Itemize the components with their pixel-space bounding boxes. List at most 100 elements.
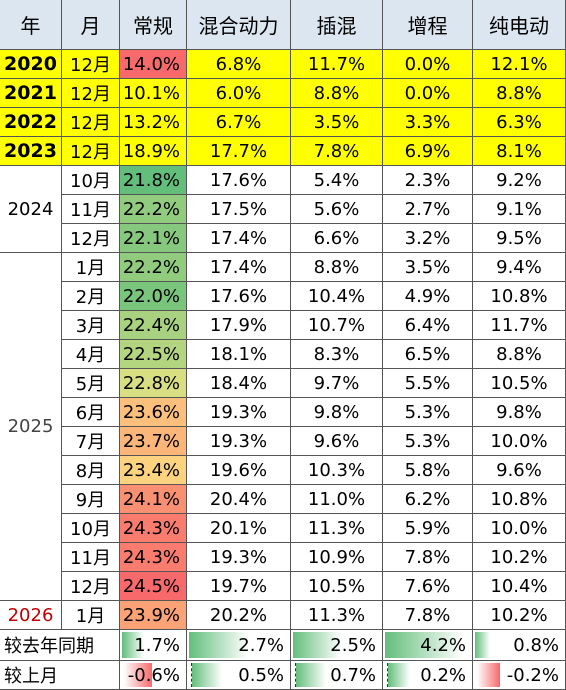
data-bar [477, 663, 501, 687]
share-value: 19.7% [187, 572, 291, 601]
column-header: 混合动力 [187, 0, 291, 50]
share-value: 11.7% [473, 311, 566, 340]
month-cell: 12月 [62, 108, 120, 137]
conventional-value: 23.9% [120, 601, 187, 630]
column-header: 纯电动 [473, 0, 566, 50]
month-cell: 12月 [62, 572, 120, 601]
share-value: 6.0% [187, 79, 291, 108]
share-value: 10.4% [291, 282, 383, 311]
share-value: 6.3% [473, 108, 566, 137]
conventional-value: 22.8% [120, 369, 187, 398]
data-bar [293, 632, 341, 658]
share-value: 20.1% [187, 514, 291, 543]
diff-value: 0.2% [383, 661, 473, 690]
share-value: 2.7% [383, 195, 473, 224]
diff-value: 2.5% [291, 630, 383, 661]
year-cell: 2020 [0, 50, 62, 79]
conventional-value: 14.0% [120, 50, 187, 79]
share-value: 11.3% [291, 514, 383, 543]
diff-value-text: -0.2% [506, 664, 559, 686]
share-value: 5.3% [383, 427, 473, 456]
diff-value-text: 0.8% [513, 634, 559, 656]
diff-value-text: 0.5% [238, 664, 284, 686]
share-value: 10.8% [473, 282, 566, 311]
year-cell: 2021 [0, 79, 62, 108]
month-cell: 3月 [62, 311, 120, 340]
month-cell: 1月 [62, 253, 120, 282]
share-value: 11.7% [291, 50, 383, 79]
share-value: 4.9% [383, 282, 473, 311]
share-value: 19.3% [187, 398, 291, 427]
conventional-value: 23.7% [120, 427, 187, 456]
share-value: 10.4% [473, 572, 566, 601]
column-header: 插混 [291, 0, 383, 50]
share-value: 19.3% [187, 427, 291, 456]
conventional-value: 10.1% [120, 79, 187, 108]
month-cell: 10月 [62, 514, 120, 543]
month-cell: 6月 [62, 398, 120, 427]
month-cell: 11月 [62, 195, 120, 224]
share-value: 10.2% [473, 601, 566, 630]
share-value: 12.1% [473, 50, 566, 79]
share-value: 17.6% [187, 282, 291, 311]
share-value: 6.2% [383, 485, 473, 514]
share-value: 10.2% [473, 543, 566, 572]
diff-value-text: 2.5% [330, 634, 376, 656]
diff-value-text: 1.7% [134, 634, 180, 656]
share-value: 10.0% [473, 514, 566, 543]
share-value: 9.6% [291, 427, 383, 456]
year-cell: 2025 [0, 253, 62, 601]
month-cell: 12月 [62, 79, 120, 108]
month-cell: 4月 [62, 340, 120, 369]
data-bar [122, 632, 145, 658]
share-value: 8.8% [291, 79, 383, 108]
year-cell: 2023 [0, 137, 62, 166]
conventional-value: 22.5% [120, 340, 187, 369]
share-value: 8.8% [473, 340, 566, 369]
share-value: 5.9% [383, 514, 473, 543]
share-value: 10.3% [291, 456, 383, 485]
conventional-value: 18.9% [120, 137, 187, 166]
share-value: 17.6% [187, 166, 291, 195]
share-value: 6.4% [383, 311, 473, 340]
conventional-value: 21.8% [120, 166, 187, 195]
share-value: 3.3% [383, 108, 473, 137]
column-header: 年 [0, 0, 62, 50]
share-value: 9.5% [473, 224, 566, 253]
diff-value-text: 0.2% [420, 664, 466, 686]
data-bar [191, 663, 222, 687]
diff-row-label: 较去年同期 [0, 630, 120, 661]
share-value: 2.3% [383, 166, 473, 195]
share-value: 8.8% [291, 253, 383, 282]
month-cell: 10月 [62, 166, 120, 195]
column-header: 常规 [120, 0, 187, 50]
diff-row-label: 较上月 [0, 661, 120, 690]
diff-value: 0.8% [473, 630, 566, 661]
year-cell: 2024 [0, 166, 62, 253]
share-value: 10.0% [473, 427, 566, 456]
share-value: 6.8% [187, 50, 291, 79]
share-value: 8.3% [291, 340, 383, 369]
share-value: 7.8% [291, 137, 383, 166]
share-value: 17.7% [187, 137, 291, 166]
column-header: 增程 [383, 0, 473, 50]
share-value: 18.1% [187, 340, 291, 369]
share-value: 5.3% [383, 398, 473, 427]
share-value: 6.6% [291, 224, 383, 253]
share-value: 3.2% [383, 224, 473, 253]
share-value: 9.6% [473, 456, 566, 485]
share-value: 3.5% [291, 108, 383, 137]
conventional-value: 24.5% [120, 572, 187, 601]
month-cell: 12月 [62, 50, 120, 79]
share-value: 5.8% [383, 456, 473, 485]
share-value: 9.1% [473, 195, 566, 224]
diff-value: 1.7% [120, 630, 187, 661]
data-bar [189, 632, 249, 658]
month-cell: 11月 [62, 543, 120, 572]
share-value: 20.4% [187, 485, 291, 514]
diff-value-text: -0.6% [127, 664, 180, 686]
share-value: 7.8% [383, 601, 473, 630]
conventional-value: 24.3% [120, 514, 187, 543]
conventional-value: 22.2% [120, 195, 187, 224]
share-value: 10.5% [473, 369, 566, 398]
